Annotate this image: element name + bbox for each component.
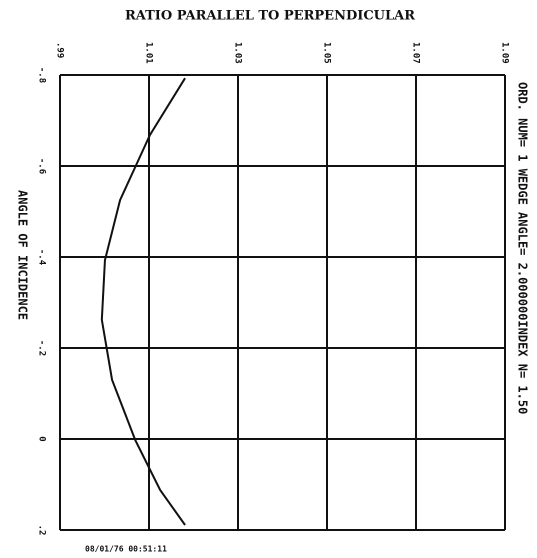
- y-tick-label: 0: [37, 436, 47, 441]
- x-tick-label: 1.07: [411, 42, 421, 64]
- x-tick-label: .99: [55, 42, 65, 58]
- x-tick-label: 1.01: [144, 42, 154, 64]
- x-tick-label: 1.05: [322, 42, 332, 64]
- y-tick-label: -.2: [37, 340, 47, 356]
- timestamp: 08/01/76 00:51:11: [85, 545, 167, 554]
- x-tick-label: 1.09: [500, 42, 510, 64]
- y-tick-label: .2: [37, 525, 47, 536]
- x-tick-label: 1.03: [233, 42, 243, 64]
- data-line: [100, 77, 186, 526]
- annotation: ORD. NUM= 1 WEDGE ANGLE= 2.000000INDEX N…: [516, 82, 530, 414]
- y-tick-label: -.8: [37, 67, 47, 83]
- y-tick-label: -.6: [37, 158, 47, 174]
- y-axis-label: ANGLE OF INCIDENCE: [16, 190, 30, 320]
- y-tick-label: -.4: [37, 249, 47, 266]
- chart-title: RATIO PARALLEL TO PERPENDICULAR: [125, 9, 415, 24]
